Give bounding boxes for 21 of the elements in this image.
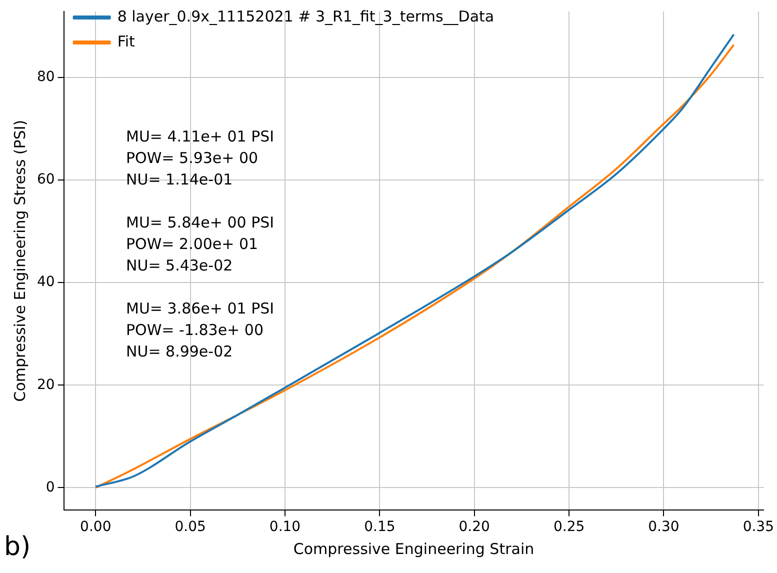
y-tick-label: 0	[46, 479, 55, 496]
y-axis-title: Compressive Engineering Stress (PSI)	[10, 120, 29, 402]
y-tick-label: 80	[36, 69, 55, 86]
x-axis-title: Compressive Engineering Strain	[293, 540, 534, 558]
x-tick-label: 0.35	[742, 519, 774, 536]
annotation: MU= 3.86e+ 01 PSI POW= -1.83e+ 00 NU= 8.99e-02	[126, 299, 274, 360]
x-tick-label: 0.10	[269, 519, 301, 536]
y-tick-label: 20	[36, 376, 55, 393]
x-tick-label: 0.25	[553, 519, 585, 536]
x-tick-label: 0.05	[174, 519, 206, 536]
x-tick-label: 0.15	[364, 519, 396, 536]
y-tick-label: 40	[36, 274, 55, 290]
legend-label: 8 layer_0.9x_11152021 # 3_R1_fit_3_terms__Data	[117, 7, 494, 26]
x-tick-label: 0.00	[80, 519, 112, 536]
text: b)	[4, 532, 31, 562]
legend-label: Fit	[117, 32, 136, 50]
x-tick-label: 0.20	[458, 519, 490, 536]
x-tick-label: 0.30	[648, 519, 680, 536]
annotation: MU= 4.11e+ 01 PSI POW= 5.93e+ 00 NU= 1.14e-01	[126, 127, 274, 188]
y-tick-label: 60	[36, 172, 55, 188]
annotation: MU= 5.84e+ 00 PSI POW= 2.00e+ 01 NU= 5.43e-02	[126, 213, 274, 274]
